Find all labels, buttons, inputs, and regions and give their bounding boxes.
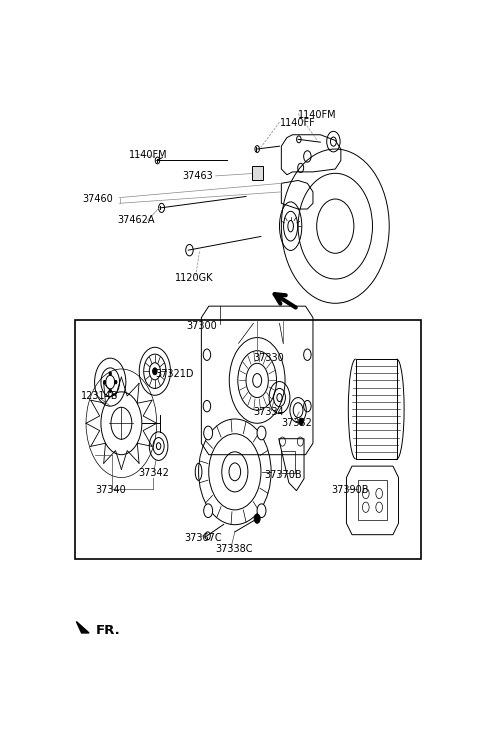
Text: 37332: 37332 (281, 418, 312, 428)
Text: 37334: 37334 (253, 407, 284, 417)
Text: 37338C: 37338C (216, 544, 253, 554)
Text: 1140FF: 1140FF (279, 118, 315, 128)
Text: 37340: 37340 (96, 485, 126, 495)
Circle shape (299, 418, 303, 425)
Circle shape (204, 426, 213, 440)
Text: 37367C: 37367C (185, 533, 222, 542)
Circle shape (109, 372, 111, 375)
Circle shape (257, 426, 266, 440)
Text: 37462A: 37462A (118, 215, 155, 226)
Text: 37370B: 37370B (264, 470, 301, 479)
Circle shape (115, 381, 117, 384)
Text: 37300: 37300 (186, 321, 217, 331)
Text: 37330: 37330 (253, 352, 284, 363)
Circle shape (104, 381, 106, 384)
Circle shape (153, 368, 157, 375)
Text: 1140FM: 1140FM (129, 150, 168, 160)
Text: FR.: FR. (96, 624, 120, 637)
Circle shape (257, 504, 266, 518)
Text: 37321D: 37321D (155, 369, 193, 378)
Circle shape (204, 504, 213, 518)
Text: 12314B: 12314B (81, 392, 118, 401)
Text: 37463: 37463 (183, 171, 214, 181)
Text: 37390B: 37390B (332, 485, 369, 495)
Circle shape (254, 514, 260, 523)
Text: 1120GK: 1120GK (175, 272, 214, 283)
Text: 1140FM: 1140FM (298, 110, 336, 119)
Bar (252, 166, 264, 180)
Bar (281, 451, 295, 473)
Polygon shape (76, 622, 89, 633)
Text: 37342: 37342 (138, 468, 169, 478)
Text: 37460: 37460 (83, 194, 113, 204)
Circle shape (109, 389, 111, 393)
Bar (75, 321, 421, 559)
Bar (358, 480, 387, 520)
